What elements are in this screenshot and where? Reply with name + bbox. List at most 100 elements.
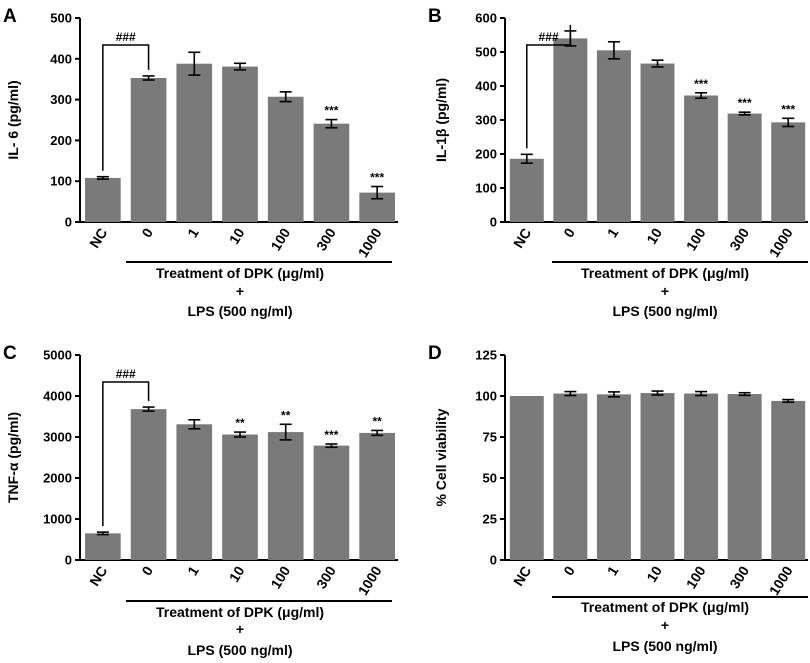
y-tick-label: 100 xyxy=(475,181,497,196)
y-tick-label: 125 xyxy=(475,348,497,363)
significance-label: *** xyxy=(324,104,338,118)
significance-label: ** xyxy=(372,414,382,428)
y-tick-label: 500 xyxy=(475,45,497,60)
y-tick-label: 400 xyxy=(50,51,72,66)
y-tick-label: 400 xyxy=(475,79,497,94)
y-tick-label: 300 xyxy=(50,92,72,107)
bar xyxy=(222,434,258,560)
bar xyxy=(509,396,544,560)
comparison-label: ### xyxy=(116,367,136,381)
significance-label: ** xyxy=(235,416,245,430)
x-tick-label: 10 xyxy=(226,225,248,247)
lps-label: LPS (500 ng/ml) xyxy=(187,642,292,658)
y-tick-label: 5000 xyxy=(43,348,72,363)
y-tick-label: 0 xyxy=(490,553,497,568)
significance-label: *** xyxy=(781,102,795,116)
y-tick-label: 25 xyxy=(483,512,497,527)
significance-label: ** xyxy=(281,408,291,422)
y-axis-title: IL- 6 (pg/ml) xyxy=(5,80,21,159)
panel-label-b: B xyxy=(428,6,442,27)
y-tick-label: 100 xyxy=(475,389,497,404)
y-tick-label: 0 xyxy=(490,215,497,230)
x-tick-label: 1 xyxy=(184,563,202,578)
x-tick-label: 1 xyxy=(604,225,622,240)
x-tick-label: NC xyxy=(86,225,110,251)
x-tick-label: NC xyxy=(510,225,534,251)
y-tick-label: 50 xyxy=(483,471,497,486)
plus-sign: + xyxy=(661,617,669,633)
y-axis-title: IL-1β (pg/ml) xyxy=(433,78,449,162)
bar xyxy=(176,63,213,222)
bar xyxy=(553,393,588,560)
bar xyxy=(684,393,719,560)
y-tick-label: 600 xyxy=(475,11,497,26)
x-tick-label: 0 xyxy=(138,563,156,578)
x-tick-label: 0 xyxy=(138,225,156,240)
lps-label: LPS (500 ng/ml) xyxy=(612,303,717,319)
bar xyxy=(727,113,762,222)
bar xyxy=(684,95,719,222)
x-tick-label: 100 xyxy=(267,225,293,253)
lps-label: LPS (500 ng/ml) xyxy=(612,638,717,654)
comparison-bracket xyxy=(526,24,572,149)
bar xyxy=(130,77,167,222)
comparison-label: ### xyxy=(116,30,136,44)
bar xyxy=(85,533,121,560)
x-tick-label: 300 xyxy=(313,563,339,591)
y-tick-label: 0 xyxy=(65,215,72,230)
treatment-label: Treatment of DPK (μg/ml) xyxy=(581,599,749,615)
bar xyxy=(130,409,167,560)
y-tick-label: 0 xyxy=(65,553,72,568)
plus-sign: + xyxy=(236,621,244,637)
plus-sign: + xyxy=(236,283,244,299)
x-tick-label: 300 xyxy=(726,563,752,591)
treatment-label: Treatment of DPK (μg/ml) xyxy=(156,604,324,620)
significance-label: *** xyxy=(694,77,708,91)
x-tick-label: 10 xyxy=(643,225,665,247)
y-tick-label: 75 xyxy=(483,430,497,445)
y-tick-label: 4000 xyxy=(43,389,72,404)
significance-label: *** xyxy=(738,96,752,110)
x-tick-label: 1000 xyxy=(355,225,385,260)
x-tick-label: 300 xyxy=(313,225,339,253)
y-tick-label: 2000 xyxy=(43,471,72,486)
bar xyxy=(596,50,631,222)
plus-sign: + xyxy=(661,283,669,299)
comparison-bracket xyxy=(102,44,150,171)
bar xyxy=(640,63,675,223)
x-tick-label: 0 xyxy=(560,225,578,240)
x-tick-label: NC xyxy=(510,563,534,589)
bar xyxy=(267,432,304,560)
panel-label-a: A xyxy=(3,6,17,27)
x-tick-label: 1000 xyxy=(355,563,385,598)
bar xyxy=(176,424,213,560)
lps-label: LPS (500 ng/ml) xyxy=(187,303,292,319)
x-tick-label: 1 xyxy=(604,563,622,578)
x-tick-label: 300 xyxy=(726,225,752,253)
bar xyxy=(771,122,806,222)
bar xyxy=(727,394,762,560)
bar xyxy=(267,96,304,222)
panel-label-d: D xyxy=(428,343,442,364)
x-tick-label: 1000 xyxy=(766,225,796,260)
panel-a-chart: 0 100 200 300 400 500 IL- 6 (pg/ml) NC 0 1 10 100 **… xyxy=(5,11,398,319)
significance-label: *** xyxy=(370,171,384,185)
panel-d-chart: 0 25 50 75 100 125 % Cell viability NC 0 1 10 100 30… xyxy=(433,348,808,654)
comparison-label: ### xyxy=(539,30,559,44)
bar xyxy=(553,38,588,223)
y-tick-label: 3000 xyxy=(43,430,72,445)
y-tick-label: 1000 xyxy=(43,512,72,527)
treatment-label: Treatment of DPK (μg/ml) xyxy=(156,265,324,281)
x-tick-label: 100 xyxy=(683,563,709,591)
y-tick-label: 100 xyxy=(50,174,72,189)
panel-label-c: C xyxy=(3,343,17,364)
x-tick-label: 100 xyxy=(683,225,709,253)
y-tick-label: 300 xyxy=(475,113,497,128)
bar xyxy=(771,400,806,560)
bar xyxy=(640,393,675,560)
x-tick-label: 10 xyxy=(643,563,665,585)
y-tick-label: 200 xyxy=(50,133,72,148)
bar xyxy=(509,158,544,222)
